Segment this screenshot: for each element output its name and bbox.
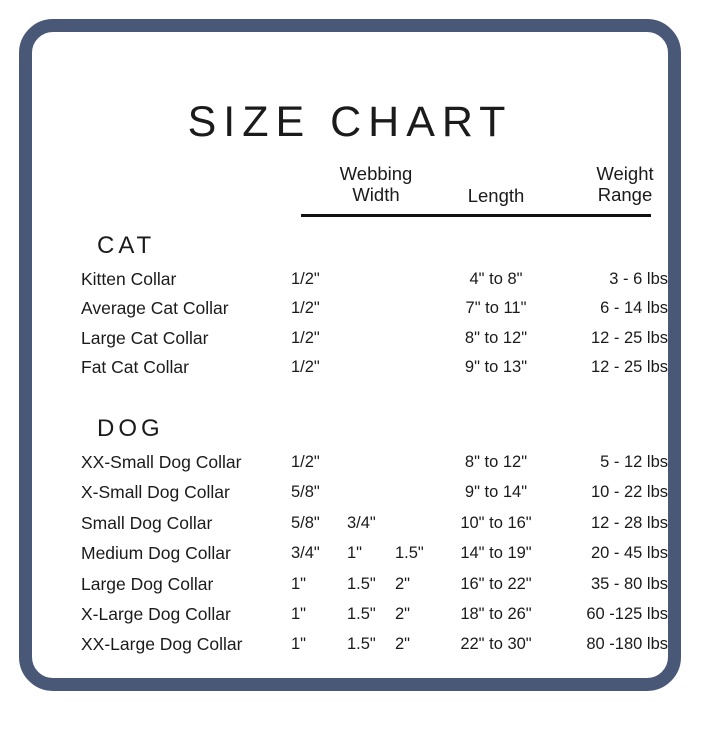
cell-length: 16" to 22" — [460, 574, 532, 593]
row-label-5: X-Large Dog Collar — [81, 603, 231, 624]
table-row: X-Large Dog Collar 1" 1.5" 2" 18" to 26" 60 -… — [32, 603, 668, 633]
cell-webbing-width-3: 2" — [395, 635, 411, 654]
table-row: XX-Small Dog Collar 1/2" 8" to 12" 5 - 12 l… — [32, 451, 668, 481]
table-row: Medium Dog Collar 3/4" 1" 1.5" 14" to 19" 20 … — [32, 542, 668, 572]
cell-webbing-width-2: 1.5" — [347, 604, 376, 623]
row-label-6: XX-Large Dog Collar — [81, 634, 243, 655]
cell-length: 7" to 11" — [465, 299, 527, 318]
cell-length: 8" to 12" — [464, 328, 528, 347]
cell-length: 14" to 19" — [460, 544, 532, 563]
cell-weight-range: 10 - 22 lbs — [590, 483, 668, 502]
cell-webbing-width-2: 1.5" — [347, 574, 376, 593]
table-column-headers: Webbing Width Length Weight Range — [32, 163, 668, 237]
cell-weight-range: 6 - 14 lbs — [600, 299, 668, 318]
row-label-3: Medium Dog Collar — [81, 543, 231, 564]
table-row: Large Dog Collar 1" 1.5" 2" 16" to 22" 35 - 8… — [32, 573, 668, 603]
row-label-1: X-Small Dog Collar — [81, 482, 230, 503]
cell-weight-range: 80 -180 lbs — [586, 635, 668, 654]
cell-webbing-width-1: 1/2" — [291, 270, 320, 288]
row-label-0: XX-Small Dog Collar — [81, 452, 242, 472]
cell-webbing-width-1: 5/8" — [291, 483, 320, 502]
cell-webbing-width-1: 5/8" — [291, 513, 320, 532]
table-row: XX-Large Dog Collar 1" 1.5" 2" 22" to 30" 80 … — [32, 633, 668, 663]
section-title-cat: CAT — [97, 232, 156, 259]
row-label-1: Average Cat Collar — [81, 298, 229, 319]
cell-weight-range: 12 - 28 lbs — [590, 513, 668, 532]
table-row: Large Cat Collar 1/2" 8" to 12" 12 - 25 lbs — [32, 327, 668, 356]
cell-webbing-width-1: 1/2" — [291, 453, 320, 471]
cell-weight-range: 20 - 45 lbs — [590, 544, 668, 563]
cell-webbing-width-2: 1" — [347, 544, 363, 563]
size-chart-frame: SIZE CHART Webbing Width Length Weight R… — [19, 19, 681, 691]
table-row: Fat Cat Collar 1/2" 9" to 13" 12 - 25 lbs — [32, 356, 668, 385]
cell-webbing-width-3: 2" — [395, 574, 411, 593]
cell-weight-range: 12 - 25 lbs — [590, 328, 668, 347]
cell-webbing-width-1: 1/2" — [291, 328, 320, 347]
cell-webbing-width-1: 3/4" — [291, 544, 320, 563]
column-header-webbing-width: Webbing Width — [339, 163, 413, 205]
header-divider-rule — [301, 214, 651, 217]
cell-webbing-width-1: 1" — [291, 604, 307, 623]
row-label-2: Large Cat Collar — [81, 327, 209, 348]
column-header-length: Length — [467, 185, 525, 206]
cell-weight-range: 12 - 25 lbs — [590, 357, 668, 376]
section-title-dog: DOG — [97, 415, 164, 442]
cell-length: 9" to 13" — [464, 357, 528, 376]
cell-weight-range: 35 - 80 lbs — [590, 574, 668, 593]
cell-length: 18" to 26" — [460, 604, 532, 623]
table-row: X-Small Dog Collar 5/8" 9" to 14" 10 - 22 l… — [32, 481, 668, 511]
cell-webbing-width-1: 1/2" — [291, 299, 320, 318]
row-label-3: Fat Cat Collar — [81, 356, 189, 377]
column-header-weight-range: Weight Range — [596, 163, 654, 205]
row-group-dog: XX-Small Dog Collar 1/2" 8" to 12" 5 - 12 l… — [32, 451, 668, 664]
cell-webbing-width-3: 1.5" — [395, 544, 424, 563]
page-title: SIZE CHART — [187, 97, 513, 146]
row-group-cat: Kitten Collar 1/2" 4" to 8" 3 - 6 lbs Averag… — [32, 268, 668, 385]
cell-webbing-width-3: 2" — [395, 604, 411, 623]
cell-weight-range: 60 -125 lbs — [586, 604, 668, 623]
table-row: Small Dog Collar 5/8" 3/4" 10" to 16" 12 - 2… — [32, 512, 668, 542]
cell-weight-range: 5 - 12 lbs — [600, 453, 668, 471]
row-label-0: Kitten Collar — [81, 269, 177, 289]
cell-length: 4" to 8" — [469, 270, 523, 288]
table-row: Average Cat Collar 1/2" 7" to 11" 6 - 14 lb… — [32, 297, 668, 326]
cell-length: 8" to 12" — [464, 453, 528, 471]
cell-webbing-width-2: 1.5" — [347, 635, 376, 654]
cell-length: 22" to 30" — [460, 635, 532, 654]
cell-weight-range: 3 - 6 lbs — [609, 270, 668, 288]
cell-webbing-width-1: 1/2" — [291, 357, 320, 376]
row-label-2: Small Dog Collar — [81, 512, 213, 533]
table-row: Kitten Collar 1/2" 4" to 8" 3 - 6 lbs — [32, 268, 668, 297]
cell-webbing-width-1: 1" — [291, 574, 307, 593]
cell-webbing-width-2: 3/4" — [347, 513, 376, 532]
cell-length: 10" to 16" — [460, 513, 532, 532]
cell-length: 9" to 14" — [464, 483, 528, 502]
cell-webbing-width-1: 1" — [291, 635, 307, 654]
row-label-4: Large Dog Collar — [81, 573, 214, 594]
